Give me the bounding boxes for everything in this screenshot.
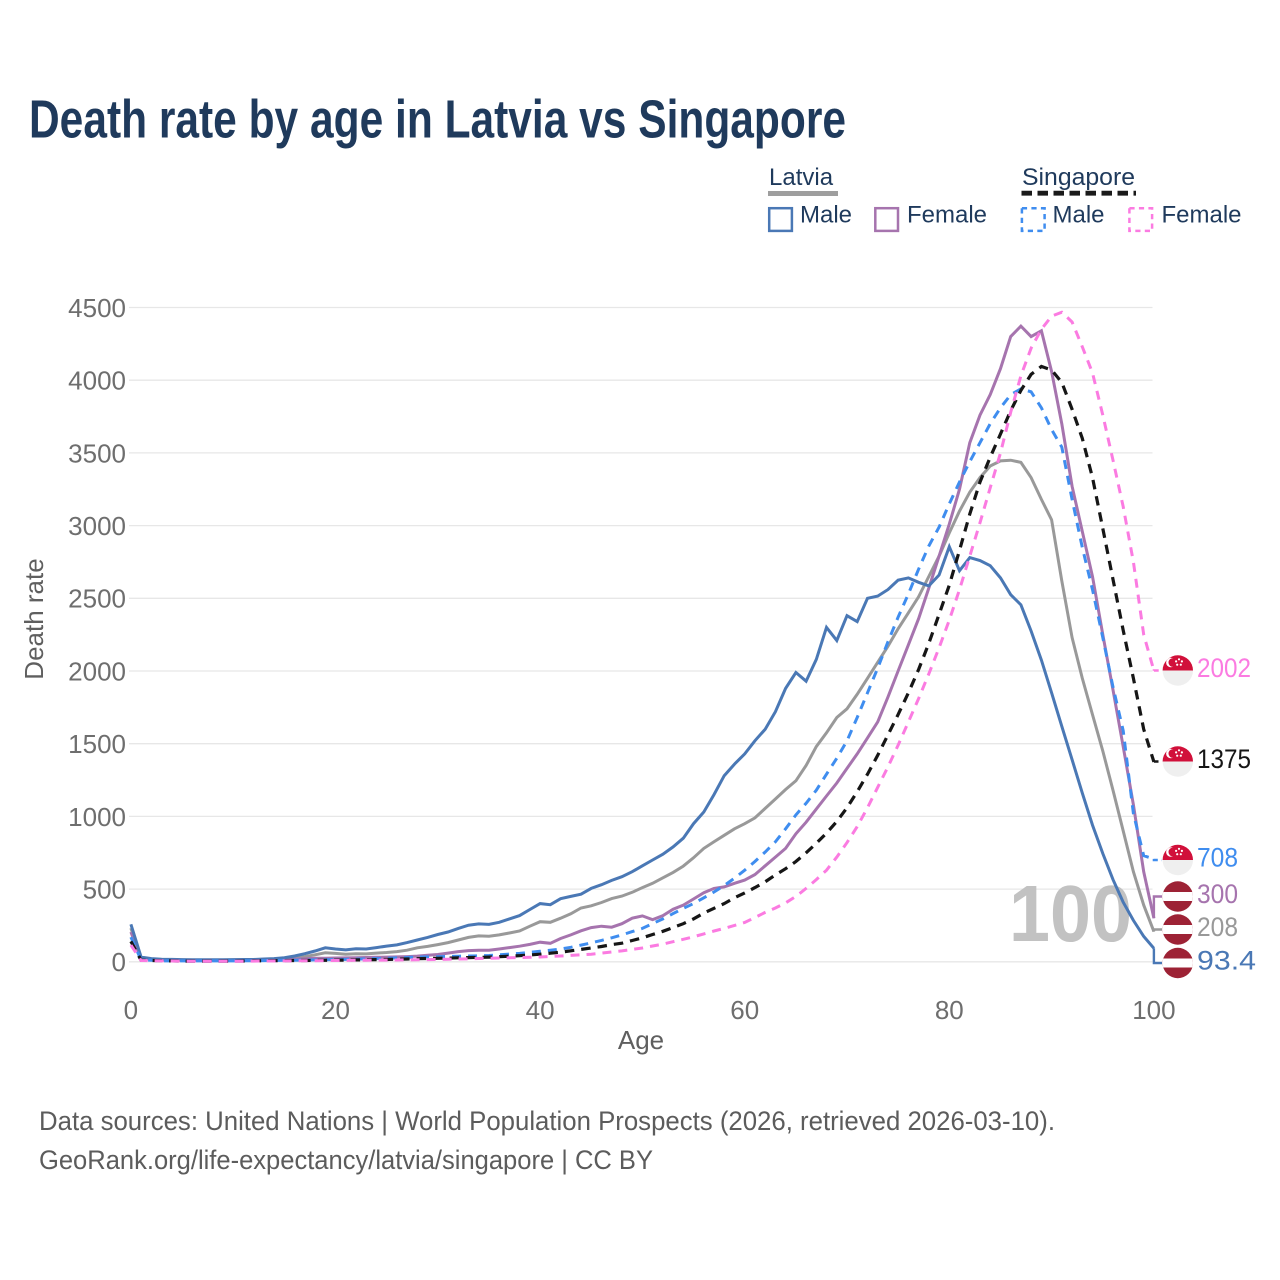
svg-text:Latvia: Latvia xyxy=(769,164,834,191)
svg-text:20: 20 xyxy=(321,995,350,1025)
svg-text:300: 300 xyxy=(1197,879,1238,909)
svg-text:GeoRank.org/life-expectancy/la: GeoRank.org/life-expectancy/latvia/singa… xyxy=(39,1145,653,1175)
svg-text:4000: 4000 xyxy=(68,366,126,396)
svg-text:2002: 2002 xyxy=(1197,653,1251,683)
svg-text:1375: 1375 xyxy=(1197,744,1251,774)
svg-text:80: 80 xyxy=(935,995,964,1025)
svg-text:708: 708 xyxy=(1197,842,1238,872)
svg-text:0: 0 xyxy=(124,995,138,1025)
svg-text:Female: Female xyxy=(907,202,987,229)
svg-text:2000: 2000 xyxy=(68,656,126,686)
svg-text:1500: 1500 xyxy=(68,729,126,759)
svg-text:Death rate: Death rate xyxy=(19,558,49,679)
svg-text:100: 100 xyxy=(1132,995,1175,1025)
svg-text:3500: 3500 xyxy=(68,438,126,468)
svg-text:Age: Age xyxy=(618,1025,664,1055)
svg-text:2500: 2500 xyxy=(68,584,126,614)
svg-text:500: 500 xyxy=(83,875,126,905)
svg-text:0: 0 xyxy=(112,947,126,977)
svg-text:Female: Female xyxy=(1162,202,1242,229)
svg-text:60: 60 xyxy=(730,995,759,1025)
svg-text:40: 40 xyxy=(526,995,555,1025)
svg-text:4500: 4500 xyxy=(68,293,126,323)
svg-text:Data sources: United Nations |: Data sources: United Nations | World Pop… xyxy=(39,1106,1055,1136)
svg-text:Singapore: Singapore xyxy=(1022,164,1135,191)
svg-text:93.4: 93.4 xyxy=(1197,945,1256,975)
svg-text:1000: 1000 xyxy=(68,802,126,832)
svg-text:208: 208 xyxy=(1197,912,1238,942)
svg-text:100: 100 xyxy=(1009,869,1132,958)
svg-text:3000: 3000 xyxy=(68,511,126,541)
svg-text:Male: Male xyxy=(800,202,852,229)
svg-text:Male: Male xyxy=(1053,202,1105,229)
svg-text:Death rate by age in Latvia vs: Death rate by age in Latvia vs Singapore xyxy=(29,90,846,150)
